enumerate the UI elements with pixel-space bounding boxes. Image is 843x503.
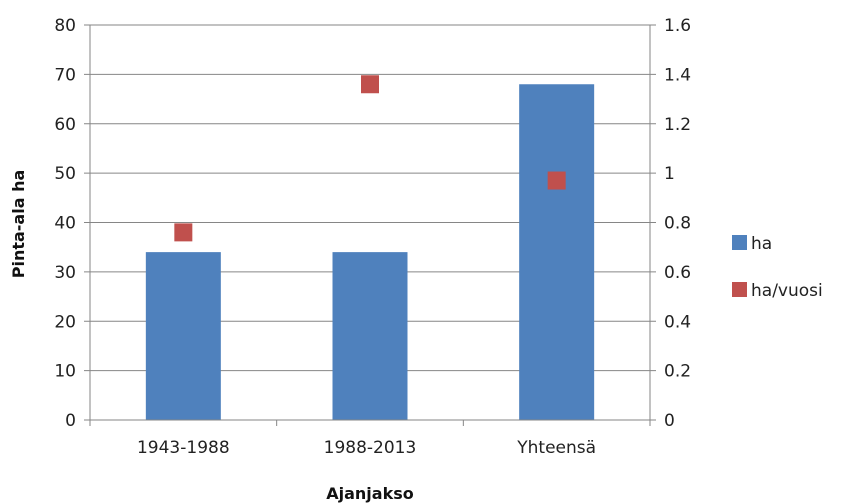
x-tick-label: 1988-2013 — [324, 438, 417, 458]
y-axis-left-ticks: 0 10 20 30 40 50 60 70 80 — [54, 16, 76, 431]
bar-1 — [145, 252, 221, 420]
legend-label-ha-vuosi: ha/vuosi — [751, 281, 823, 301]
y-tick-label: 0 — [65, 411, 76, 431]
x-tick-label: 1943-1988 — [137, 438, 230, 458]
legend-swatch-ha — [732, 235, 747, 250]
y-tick-label: 50 — [54, 164, 76, 184]
y2-tick-label: 1.2 — [664, 115, 691, 135]
y2-tick-label: 0.4 — [664, 312, 691, 332]
y-tick-label: 10 — [54, 362, 76, 382]
legend-swatch-ha-vuosi — [732, 282, 747, 297]
marker-3 — [547, 171, 566, 190]
y-tick-label: 40 — [54, 214, 76, 234]
axes — [84, 24, 656, 426]
bar-3 — [519, 84, 595, 420]
legend: ha ha/vuosi — [732, 234, 823, 301]
y-axis-title: Pinta-ala ha — [9, 170, 28, 279]
y2-tick-label: 0 — [664, 411, 675, 431]
y2-tick-label: 1.4 — [664, 65, 691, 85]
y-axis-right-ticks: 0 0.2 0.4 0.6 0.8 1 1.2 1.4 1.6 — [664, 16, 691, 431]
y-tick-label: 80 — [54, 16, 76, 36]
y-tick-label: 20 — [54, 312, 76, 332]
bar-2 — [332, 252, 408, 420]
y2-tick-label: 0.2 — [664, 362, 691, 382]
y-tick-label: 70 — [54, 65, 76, 85]
x-axis-ticks: 1943-1988 1988-2013 Yhteensä — [137, 438, 596, 458]
marker-2 — [361, 75, 379, 94]
y2-tick-label: 0.8 — [664, 214, 691, 234]
legend-label-ha: ha — [751, 234, 772, 254]
x-axis-title: Ajanjakso — [326, 484, 414, 503]
bars — [145, 84, 595, 420]
x-tick-label: Yhteensä — [516, 438, 596, 458]
y-tick-label: 30 — [54, 263, 76, 283]
y-tick-label: 60 — [54, 115, 76, 135]
y2-tick-label: 1.6 — [664, 16, 691, 36]
markers — [174, 75, 566, 242]
y2-tick-label: 0.6 — [664, 263, 691, 283]
marker-1 — [174, 223, 193, 242]
y2-tick-label: 1 — [664, 164, 675, 184]
